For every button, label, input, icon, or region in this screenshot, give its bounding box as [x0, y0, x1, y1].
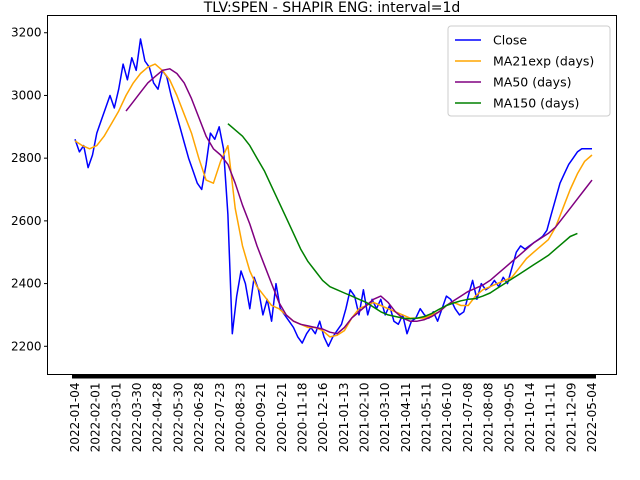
x-tick-label: 2022-02-01 [89, 383, 103, 453]
legend-label-0: Close [493, 33, 527, 48]
y-tick-label: 2400 [11, 277, 42, 291]
x-tick-label: 2022-01-04 [68, 383, 82, 453]
series-line-2 [125, 68, 593, 335]
x-tick-label: 2021-06-10 [440, 383, 454, 453]
y-tick-label: 3000 [11, 88, 42, 102]
legend-box [447, 25, 611, 117]
x-tick-label: 2021-03-10 [378, 383, 392, 453]
x-tick-label: 2021-09-05 [502, 383, 516, 453]
x-tick-label: 2021-10-14 [523, 383, 537, 453]
x-tick-label: 2022-03-01 [109, 383, 123, 453]
x-tick-label: 2021-11-11 [544, 383, 558, 453]
legend-label-2: MA50 (days) [493, 75, 571, 90]
series-line-3 [227, 123, 578, 320]
y-axis: 2200 2400 2600 2800 3000 3200 [11, 26, 48, 353]
x-axis: 2022-01-04 2022-02-01 2022-03-01 2022-03-30… [68, 374, 599, 453]
x-tick-label: 2022-05-04 [585, 383, 599, 453]
x-tick-label: 2021-12-09 [564, 383, 578, 453]
y-tick-label: 2600 [11, 214, 42, 228]
x-tick-label: 2022-06-28 [192, 383, 206, 453]
legend-label-1: MA21exp (days) [493, 54, 594, 69]
x-tick-label: 2022-03-30 [130, 383, 144, 453]
x-tick-label: 2020-10-21 [275, 383, 289, 453]
y-tick-label: 2800 [11, 151, 42, 165]
x-tick-label: 2021-07-08 [461, 383, 475, 453]
x-tick-label: 2022-05-30 [171, 383, 185, 453]
x-tick-label: 2020-09-21 [254, 383, 268, 453]
x-tick-label: 2021-01-13 [337, 383, 351, 453]
chart-title: TLV:SPEN - SHAPIR ENG: interval=1d [203, 0, 461, 16]
x-tick-label: 2020-11-18 [295, 383, 309, 453]
legend: Close MA21exp (days) MA50 (days) MA150 (day… [447, 25, 611, 117]
plot-frame [47, 15, 617, 375]
x-tick-label: 2021-04-11 [399, 383, 413, 453]
x-minor-tick-band [72, 374, 596, 379]
series-line-1 [74, 63, 593, 338]
x-tick-label: 2020-08-23 [233, 383, 247, 453]
plot-area [74, 38, 593, 348]
x-tick-label: 2021-08-08 [482, 383, 496, 453]
x-tick-label: 2021-05-11 [420, 383, 434, 453]
y-tick-label: 2200 [11, 339, 42, 353]
x-tick-label: 2022-04-28 [151, 383, 165, 453]
x-tick-label: 2021-02-10 [358, 383, 372, 453]
x-tick-label: 2022-07-23 [213, 383, 227, 453]
y-tick-label: 3200 [11, 26, 42, 40]
x-tick-label: 2020-12-16 [316, 383, 330, 453]
legend-label-3: MA150 (days) [493, 96, 579, 111]
